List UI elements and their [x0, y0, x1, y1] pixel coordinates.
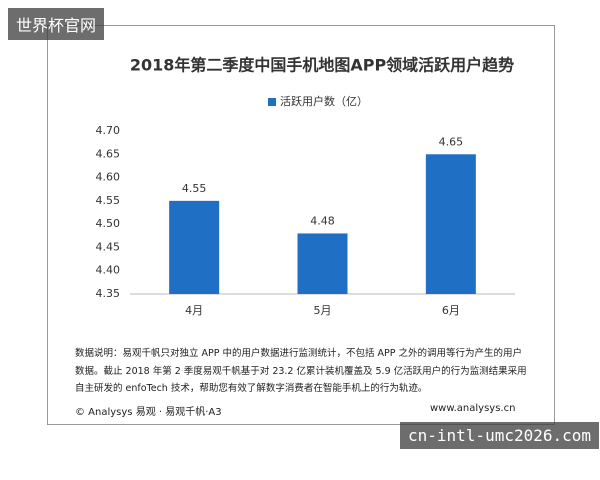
y-tick-label: 4.55 [96, 194, 121, 207]
chart: 2018年第二季度中国手机地图APP领域活跃用户趋势 4.35 4.40 4.45 4… [96, 56, 515, 317]
note-line: 数据。截止 2018 年第 2 季度易观千帆基于对 23.2 亿累计装机覆盖及 … [75, 366, 527, 377]
y-tick-label: 4.65 [96, 147, 121, 160]
x-tick-label: 5月 [314, 304, 332, 317]
bar [169, 200, 220, 294]
y-tick-label: 4.45 [96, 240, 121, 253]
y-tick-label: 4.40 [96, 264, 121, 277]
bar [425, 154, 476, 294]
value-label: 4.55 [182, 182, 207, 195]
value-label: 4.48 [310, 214, 335, 227]
x-tick-label: 6月 [442, 304, 460, 317]
chart-title: 2018年第二季度中国手机地图APP领域活跃用户趋势 [130, 56, 514, 75]
note-line: 数据说明：易观千帆只对独立 APP 中的用户数据进行监测统计，不包括 APP 之… [75, 348, 522, 359]
y-tick-label: 4.70 [96, 124, 121, 137]
card [47, 25, 555, 425]
y-tick-label: 4.60 [96, 171, 121, 184]
watermark: cn-intl-umc2026.com [400, 422, 600, 449]
watermark: 世界杯官网 [8, 8, 105, 40]
footer-right: www.analysys.cn [430, 403, 516, 414]
x-tick-label: 4月 [185, 304, 203, 317]
legend-swatch [268, 98, 276, 106]
footer-left: © Analysys 易观 · 易观千帆·A3 [75, 407, 222, 418]
bar [297, 233, 348, 294]
legend-label: 活跃用户数（亿） [280, 94, 368, 108]
value-label: 4.65 [439, 135, 464, 148]
note-line: 自主研发的 enfoTech 技术，帮助您有效了解数字消费者在智能手机上的行为轨… [75, 383, 428, 394]
y-tick-label: 4.50 [96, 217, 121, 230]
y-tick-label: 4.35 [96, 287, 121, 300]
